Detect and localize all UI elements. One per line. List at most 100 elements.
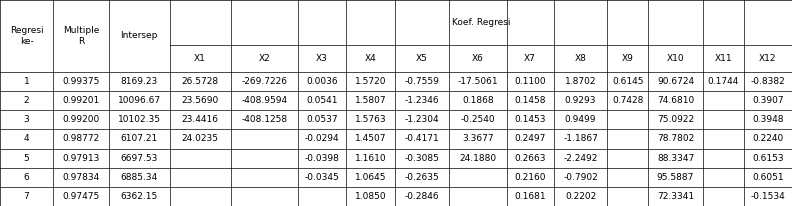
Text: 1.0645: 1.0645 <box>355 173 386 182</box>
Text: -0.3085: -0.3085 <box>405 154 440 163</box>
Text: 75.0922: 75.0922 <box>657 115 694 124</box>
Text: -0.8382: -0.8382 <box>750 77 785 86</box>
Text: 7: 7 <box>24 192 29 201</box>
Text: 6: 6 <box>24 173 29 182</box>
Text: -0.4171: -0.4171 <box>405 135 440 143</box>
Text: X4: X4 <box>364 54 376 63</box>
Text: 24.1880: 24.1880 <box>459 154 497 163</box>
Text: X8: X8 <box>574 54 586 63</box>
Text: 1.8702: 1.8702 <box>565 77 596 86</box>
Text: 1.4507: 1.4507 <box>355 135 386 143</box>
Text: 0.2240: 0.2240 <box>752 135 783 143</box>
Text: 1.1610: 1.1610 <box>355 154 386 163</box>
Text: 1.5807: 1.5807 <box>355 96 386 105</box>
Text: 0.3948: 0.3948 <box>752 115 783 124</box>
Text: -0.2846: -0.2846 <box>405 192 439 201</box>
Text: 72.3341: 72.3341 <box>657 192 694 201</box>
Text: X7: X7 <box>524 54 536 63</box>
Text: 8169.23: 8169.23 <box>120 77 158 86</box>
Text: 0.2663: 0.2663 <box>514 154 546 163</box>
Text: 6697.53: 6697.53 <box>120 154 158 163</box>
Text: X2: X2 <box>258 54 270 63</box>
Text: 0.2160: 0.2160 <box>514 173 546 182</box>
Text: 0.97475: 0.97475 <box>63 192 100 201</box>
Text: 0.1744: 0.1744 <box>707 77 739 86</box>
Text: 0.99375: 0.99375 <box>63 77 100 86</box>
Text: 1.5720: 1.5720 <box>355 77 386 86</box>
Text: 1.0850: 1.0850 <box>355 192 386 201</box>
Text: Regresi
ke-: Regresi ke- <box>10 26 44 46</box>
Text: -1.2304: -1.2304 <box>405 115 439 124</box>
Text: 0.99201: 0.99201 <box>63 96 100 105</box>
Text: 3: 3 <box>24 115 29 124</box>
Text: 0.98772: 0.98772 <box>63 135 100 143</box>
Text: X10: X10 <box>667 54 684 63</box>
Text: -0.2635: -0.2635 <box>405 173 440 182</box>
Text: -0.7902: -0.7902 <box>563 173 598 182</box>
Text: X1: X1 <box>194 54 206 63</box>
Text: 0.0537: 0.0537 <box>307 115 338 124</box>
Text: 24.0235: 24.0235 <box>181 135 219 143</box>
Text: 0.9499: 0.9499 <box>565 115 596 124</box>
Text: -0.2540: -0.2540 <box>460 115 495 124</box>
Text: -1.1867: -1.1867 <box>563 135 598 143</box>
Text: 0.7428: 0.7428 <box>612 96 644 105</box>
Text: Multiple
R: Multiple R <box>63 26 99 46</box>
Text: 6107.21: 6107.21 <box>120 135 158 143</box>
Text: X12: X12 <box>759 54 776 63</box>
Text: 0.1458: 0.1458 <box>514 96 546 105</box>
Text: 0.0036: 0.0036 <box>307 77 338 86</box>
Text: 6362.15: 6362.15 <box>120 192 158 201</box>
Text: 74.6810: 74.6810 <box>657 96 694 105</box>
Text: 3.3677: 3.3677 <box>462 135 493 143</box>
Text: 10102.35: 10102.35 <box>118 115 161 124</box>
Text: 10096.67: 10096.67 <box>117 96 161 105</box>
Text: 23.5690: 23.5690 <box>181 96 219 105</box>
Text: -2.2492: -2.2492 <box>563 154 598 163</box>
Text: 0.1100: 0.1100 <box>514 77 546 86</box>
Text: 0.1681: 0.1681 <box>514 192 546 201</box>
Text: -269.7226: -269.7226 <box>242 77 287 86</box>
Text: 78.7802: 78.7802 <box>657 135 694 143</box>
Text: -408.9594: -408.9594 <box>242 96 287 105</box>
Text: 6885.34: 6885.34 <box>120 173 158 182</box>
Text: -0.0294: -0.0294 <box>305 135 340 143</box>
Text: 1: 1 <box>24 77 29 86</box>
Text: 0.6153: 0.6153 <box>752 154 783 163</box>
Text: -0.7559: -0.7559 <box>405 77 440 86</box>
Text: 0.2202: 0.2202 <box>565 192 596 201</box>
Text: -1.2346: -1.2346 <box>405 96 439 105</box>
Text: -408.1258: -408.1258 <box>242 115 287 124</box>
Text: -0.0345: -0.0345 <box>305 173 340 182</box>
Text: 0.2497: 0.2497 <box>514 135 546 143</box>
Text: 0.1868: 0.1868 <box>462 96 493 105</box>
Text: 5: 5 <box>24 154 29 163</box>
Text: Koef. Regresi: Koef. Regresi <box>451 18 510 27</box>
Text: 1.5763: 1.5763 <box>355 115 386 124</box>
Text: 95.5887: 95.5887 <box>657 173 695 182</box>
Text: 0.0541: 0.0541 <box>307 96 338 105</box>
Text: 0.99200: 0.99200 <box>63 115 100 124</box>
Text: 90.6724: 90.6724 <box>657 77 694 86</box>
Text: -0.1534: -0.1534 <box>750 192 785 201</box>
Text: 0.97913: 0.97913 <box>63 154 100 163</box>
Text: 0.6145: 0.6145 <box>612 77 644 86</box>
Text: Intersep: Intersep <box>120 32 158 40</box>
Text: 0.6051: 0.6051 <box>752 173 783 182</box>
Text: X6: X6 <box>472 54 484 63</box>
Text: 0.1453: 0.1453 <box>514 115 546 124</box>
Text: 88.3347: 88.3347 <box>657 154 694 163</box>
Text: 26.5728: 26.5728 <box>181 77 219 86</box>
Text: 4: 4 <box>24 135 29 143</box>
Text: 0.97834: 0.97834 <box>63 173 100 182</box>
Text: X11: X11 <box>714 54 732 63</box>
Text: X9: X9 <box>622 54 634 63</box>
Text: -17.5061: -17.5061 <box>458 77 498 86</box>
Text: 0.9293: 0.9293 <box>565 96 596 105</box>
Text: 2: 2 <box>24 96 29 105</box>
Text: 23.4416: 23.4416 <box>181 115 219 124</box>
Text: X5: X5 <box>416 54 428 63</box>
Text: 0.3907: 0.3907 <box>752 96 783 105</box>
Text: -0.0398: -0.0398 <box>305 154 340 163</box>
Text: X3: X3 <box>316 54 328 63</box>
